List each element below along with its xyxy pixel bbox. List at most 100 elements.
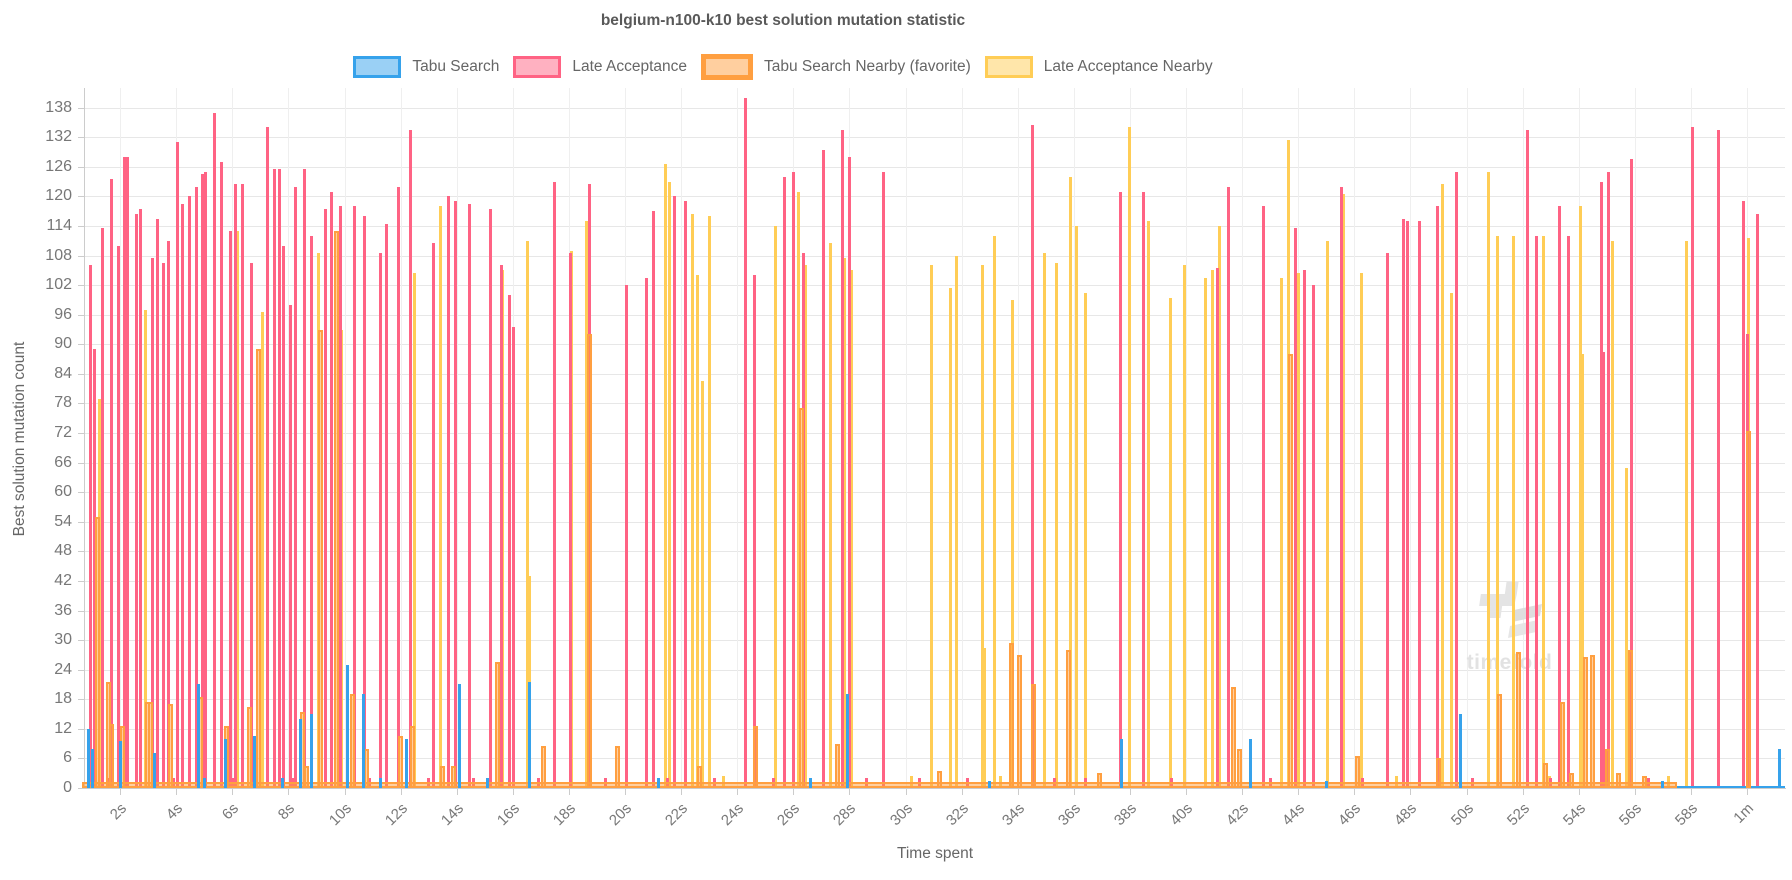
bar-lan <box>413 272 417 788</box>
x-tick-mark <box>625 789 626 795</box>
bar-tsn <box>1589 654 1595 788</box>
bar-tsn <box>1604 748 1610 788</box>
bar-lan <box>236 230 240 788</box>
x-tick-label: 46s <box>1335 800 1365 830</box>
x-tick-mark <box>1242 789 1244 795</box>
legend-swatch-la-icon <box>513 56 562 78</box>
bar-ts <box>253 736 257 788</box>
x-tick-label: 44s <box>1279 800 1309 830</box>
y-tick-mark <box>78 433 84 435</box>
bar-ts <box>1459 714 1463 788</box>
bar-lan <box>501 270 505 788</box>
legend-swatch-ts-icon <box>353 56 402 78</box>
bar-lan <box>980 265 984 788</box>
bar-la <box>384 223 388 788</box>
bar-la <box>338 206 342 788</box>
bar-la <box>1402 218 1406 788</box>
x-tick-mark <box>1466 789 1468 795</box>
bar-la <box>468 203 472 788</box>
x-tick-label: 28s <box>830 800 860 830</box>
x-tick-mark <box>176 789 178 795</box>
x-tick-label: 2s <box>106 800 131 824</box>
bar-la <box>446 196 450 788</box>
bar-la <box>432 243 436 788</box>
bar-ts <box>310 714 314 788</box>
bar-lan <box>982 647 986 788</box>
legend-item-tsn[interactable]: Tabu Search Nearby (favorite) <box>701 54 971 80</box>
gridline-y <box>85 728 1785 730</box>
bar-la <box>489 208 493 788</box>
legend-label: Tabu Search <box>412 58 500 75</box>
bar-la <box>1691 127 1695 788</box>
bar-tsn <box>397 736 403 788</box>
legend-item-la[interactable]: Late Acceptance <box>513 56 687 78</box>
bar-ts <box>153 753 157 788</box>
bar-tsn <box>1583 657 1589 788</box>
bar-la <box>181 203 185 788</box>
bar-tsn <box>148 701 154 788</box>
x-tick-label: 36s <box>1054 800 1084 830</box>
y-tick-mark <box>78 403 84 405</box>
bar-la <box>101 228 105 788</box>
gridline-x <box>1634 88 1636 788</box>
x-tick-mark <box>120 789 122 795</box>
x-tick-mark <box>1073 789 1075 795</box>
bar-lan <box>1055 263 1059 788</box>
bar-tsn <box>303 765 309 788</box>
bar-lan <box>796 191 800 788</box>
bar-lan <box>955 255 959 788</box>
bar-la <box>1226 186 1230 788</box>
bar-la <box>249 263 253 788</box>
bar-la <box>409 129 413 788</box>
y-tick-label: 90 <box>54 335 72 353</box>
bar-ts <box>202 778 206 788</box>
bar-la <box>122 157 126 788</box>
bar-ts <box>1119 738 1123 788</box>
legend-item-ts[interactable]: Tabu Search <box>353 56 499 78</box>
bar-la <box>1716 129 1720 788</box>
y-tick-label: 138 <box>45 98 72 116</box>
bar-tsn <box>936 770 942 788</box>
bar-tsn <box>753 726 759 788</box>
bar-lan <box>664 164 668 788</box>
y-tick-label: 6 <box>63 749 72 767</box>
bar-tsn <box>1236 748 1242 788</box>
bar-la <box>683 201 687 788</box>
bar-la <box>508 295 512 788</box>
bar-tsn <box>541 746 547 788</box>
bar-la <box>1303 270 1307 788</box>
bar-lan <box>1625 467 1629 788</box>
gridline-y <box>85 521 1785 523</box>
bar-la <box>126 157 130 788</box>
gridline-y <box>85 462 1785 464</box>
bar-lan <box>1168 297 1172 788</box>
bar-la <box>1030 124 1034 788</box>
bar-la <box>1742 201 1746 788</box>
x-tick-label: 58s <box>1671 800 1701 830</box>
legend-label: Tabu Search Nearby (favorite) <box>764 58 971 75</box>
y-tick-label: 84 <box>54 364 72 382</box>
bar-lan <box>1217 226 1221 788</box>
bar-la <box>499 265 503 788</box>
bar-la <box>166 240 170 788</box>
bar-lan <box>690 213 694 788</box>
x-tick-mark <box>1522 789 1524 795</box>
bar-lan <box>1580 354 1584 788</box>
gridline-x <box>120 88 122 788</box>
x-tick-label: 8s <box>275 800 299 824</box>
y-tick-label: 30 <box>54 631 72 649</box>
gridline-x <box>905 88 907 788</box>
gridline-y <box>85 373 1785 375</box>
bar-la <box>1261 206 1265 788</box>
legend-item-lan[interactable]: Late Acceptance Nearby <box>984 56 1213 78</box>
bar-lan <box>1011 299 1015 788</box>
bar-ts <box>1249 738 1252 788</box>
bar-ts <box>281 778 285 788</box>
bar-lan <box>1203 277 1207 788</box>
x-tick-mark <box>1298 789 1300 795</box>
bar-ts <box>86 728 90 788</box>
bar-lan <box>999 775 1003 788</box>
bar-la <box>791 171 795 788</box>
bar-tsn <box>440 765 446 788</box>
gridline-x <box>1522 88 1524 788</box>
